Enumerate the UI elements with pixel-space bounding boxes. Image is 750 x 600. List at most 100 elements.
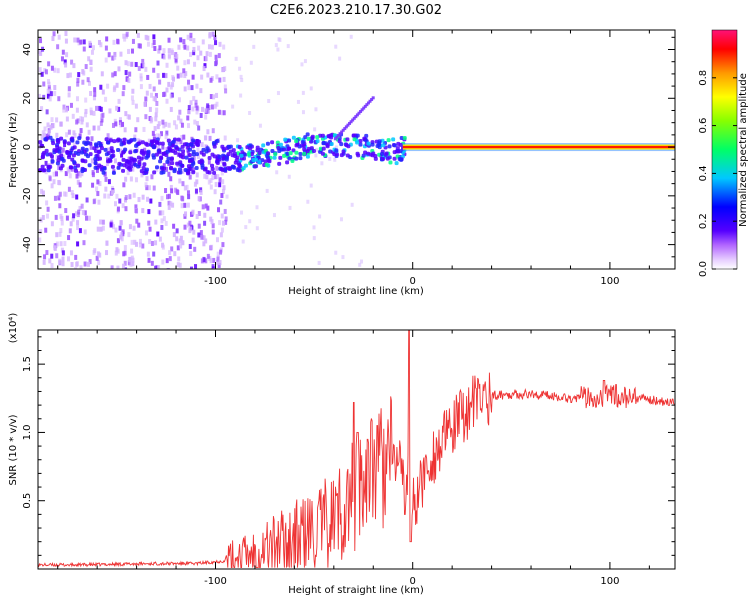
heatmap-cell (197, 159, 202, 164)
heatmap-cell (68, 86, 72, 92)
heatmap-cell (363, 150, 368, 155)
heatmap-cell (192, 96, 196, 102)
heatmap-cell (59, 241, 63, 247)
heatmap-cell (45, 152, 50, 157)
heatmap-cell (183, 185, 187, 191)
heatmap-cell (126, 159, 131, 164)
heatmap-cell (211, 31, 215, 37)
heatmap-cell (47, 79, 51, 85)
heatmap-cell (176, 73, 180, 79)
heatmap-cell (75, 173, 79, 179)
heatmap-cell (68, 173, 72, 179)
heatmap-cell (119, 231, 123, 237)
heatmap-cell (145, 196, 149, 202)
heatmap-cell (248, 143, 253, 148)
heatmap-cell (111, 122, 115, 128)
heatmap-cell (53, 245, 57, 251)
heatmap-cell (78, 205, 82, 211)
heatmap-cell (158, 133, 162, 139)
heatmap-cell (194, 102, 198, 108)
heatmap-cell (64, 107, 68, 113)
heatmap-cell (248, 110, 252, 115)
heatmap-cell (345, 153, 350, 158)
heatmap-cell (74, 254, 78, 260)
heatmap-cell (148, 239, 152, 245)
heatmap-cell (47, 61, 51, 67)
heatmap-cell (48, 135, 53, 140)
heatmap-cell (62, 140, 67, 145)
heatmap-cell (50, 183, 54, 189)
heatmap-cell (99, 120, 103, 126)
heatmap-cell (76, 81, 80, 87)
heatmap-cell (50, 221, 54, 227)
heatmap-cell (98, 252, 102, 258)
heatmap-cell (144, 66, 148, 72)
heatmap-cell (158, 201, 162, 207)
heatmap-cell (45, 213, 49, 219)
heatmap-cell (244, 225, 248, 230)
heatmap-cell (218, 41, 222, 47)
heatmap-cell (88, 40, 92, 46)
heatmap-cell (158, 79, 162, 85)
heatmap-cell (234, 56, 238, 61)
heatmap-cell (152, 133, 156, 139)
heatmap-cell (82, 39, 86, 45)
heatmap-cell (231, 164, 236, 169)
heatmap-cell (189, 211, 193, 217)
heatmap-cell (104, 96, 108, 102)
heatmap-cell (205, 174, 209, 180)
heatmap-cell (57, 146, 62, 151)
heatmap-cell (94, 149, 99, 154)
heatmap-cell (219, 167, 224, 172)
heatmap-cell (211, 264, 215, 269)
heatmap-cell (138, 238, 142, 244)
heatmap-cell (75, 140, 80, 145)
heatmap-cell (69, 102, 73, 108)
heatmap-cell (214, 181, 218, 187)
heatmap-cell (164, 147, 168, 153)
heatmap-cell (203, 135, 207, 141)
heatmap-cell (272, 155, 277, 160)
heatmap-cell (341, 128, 345, 132)
heatmap-cell (154, 93, 158, 99)
heatmap-cell (119, 122, 123, 128)
heatmap-cell (130, 239, 134, 245)
heatmap-cell (145, 185, 149, 191)
heatmap-cell (333, 157, 337, 162)
heatmap-cell (49, 124, 53, 130)
heatmap-cell (123, 260, 127, 266)
heatmap-cell (122, 182, 126, 188)
heatmap-cell (212, 154, 217, 159)
heatmap-cell (80, 171, 84, 177)
heatmap-cell (72, 142, 76, 148)
heatmap-cell (113, 51, 117, 57)
heatmap-cell (294, 150, 299, 155)
heatmap-cell (119, 220, 123, 226)
heatmap-cell (162, 92, 166, 98)
heatmap-cell (144, 167, 149, 172)
heatmap-cell (169, 176, 173, 182)
heatmap-cell (339, 217, 343, 222)
heatmap-cell (204, 144, 208, 150)
heatmap-cell (62, 104, 66, 110)
heatmap-cell (123, 147, 128, 152)
heatmap-cell (174, 187, 178, 193)
heatmap-cell (193, 246, 197, 252)
heatmap-cell (214, 59, 218, 65)
heatmap-cell (129, 176, 133, 182)
heatmap-cell (298, 156, 303, 161)
heatmap-cell (207, 44, 211, 50)
heatmap-cell (160, 218, 164, 224)
heatmap-cell (173, 251, 177, 257)
heatmap-cell (134, 177, 138, 183)
heatmap-cell (83, 210, 87, 216)
heatmap-cell (165, 149, 170, 154)
heatmap-cell (111, 189, 115, 195)
heatmap-cell (111, 153, 116, 158)
heatmap-cell (243, 152, 248, 157)
heatmap-cell (178, 170, 183, 175)
heatmap-cell (196, 55, 200, 61)
heatmap-cell (79, 39, 83, 45)
heatmap-cell (133, 149, 138, 154)
heatmap-cell (152, 185, 156, 191)
